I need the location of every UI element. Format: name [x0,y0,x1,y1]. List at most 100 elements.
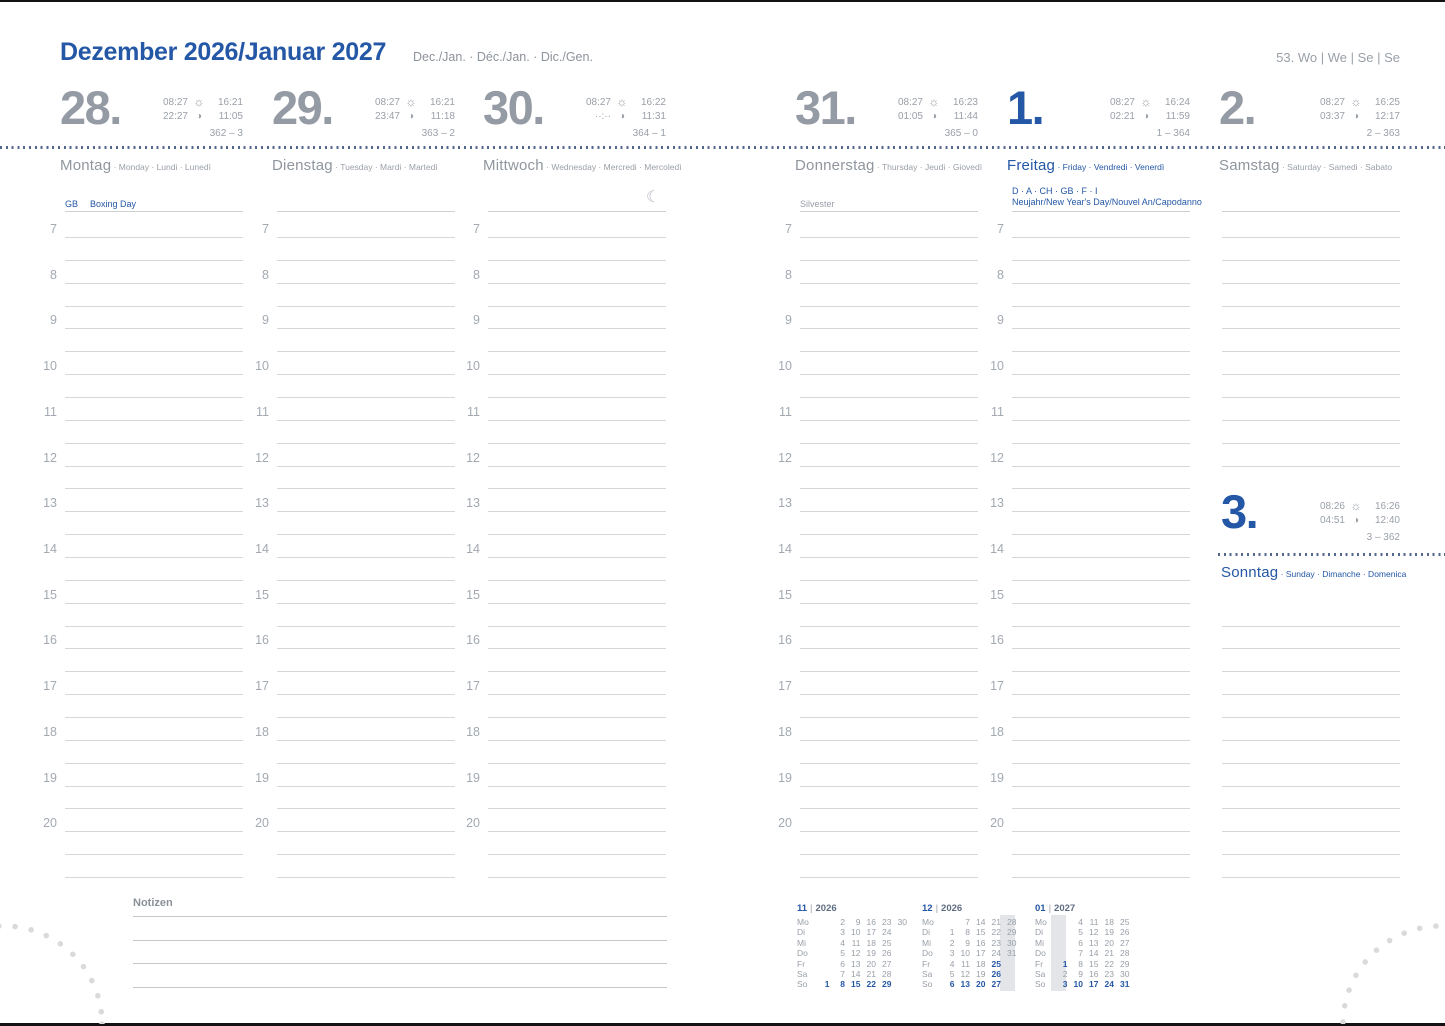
holiday-line [277,211,455,212]
schedule-line [1012,602,1190,604]
moon-phase-icon: ◑ [1352,110,1360,122]
mini-calendar-header: 11 | 2026 [797,903,837,914]
calendar-cell: 4 [1078,917,1083,927]
calendar-cell [939,917,955,927]
day-name: Mittwoch · Wednesday · Mercredi · Mercol… [483,157,682,175]
hour-label: 12 [255,450,269,465]
hour-label: 13 [990,496,1004,511]
calendar-row: Fr 4 11 18 25 [922,959,1017,969]
calendar-cell: 29 [882,979,892,990]
schedule-line [65,282,243,284]
calendar-row: Sa 2 9 16 23 30 [1035,969,1130,979]
calendar-row: Di 1 8 15 22 29 [922,927,1017,937]
schedule-line [488,717,666,718]
schedule-line [800,625,978,627]
schedule-line [277,419,455,421]
sun-moon-times: 08:27 ☼ 16:25 03:37 ◑ 12:17 2 – 363 [1292,95,1400,139]
notes-line [133,986,667,988]
schedule-line [277,282,455,284]
hour-label: 16 [255,633,269,648]
sunrise-time: 08:27 [374,97,400,108]
mini-calendar-month: 01 [1035,903,1046,914]
schedule-line [277,557,455,558]
calendar-cell: 5 [949,969,955,979]
schedule-line [488,397,666,398]
schedule-line [277,854,455,856]
hour-label: 10 [778,359,792,374]
hour-label: 10 [43,359,57,374]
moonset-time: 11:05 [218,110,243,122]
schedule-line [488,831,666,833]
schedule-line [277,397,455,398]
schedule-line [800,831,978,833]
day-of-year-count: 364 – 1 [632,128,666,139]
schedule-line [1012,625,1190,627]
schedule-line [1012,808,1190,810]
sunset-time: 16:22 [640,97,666,108]
calendar-cell: 19 [1104,927,1114,938]
schedule-line [1012,694,1190,696]
moonrise-time: 22:27 [162,110,188,122]
moon-phase-icon: ◑ [618,110,626,122]
schedule-line [65,259,243,261]
schedule-line [1012,717,1190,718]
sun-moon-times: 08:27 ☼ 16:21 22:27 ◑ 11:05 362 – 3 [135,95,243,139]
sun-icon: ☼ [193,95,205,109]
calendar-cell [1001,979,1017,989]
hour-label: 19 [43,770,57,785]
calendar-cell: 4 [840,937,845,948]
sun-moon-times: 08:27 ☼ 16:21 23:47 ◑ 11:18 363 – 2 [347,95,455,139]
calendar-cell: 16 [866,917,876,927]
calendar-cell: 30 [1007,937,1017,948]
calendar-cell: 15 [976,927,986,938]
calendar-cell [814,917,830,927]
calendar-row: Do 7 14 21 28 [1035,948,1130,958]
calendar-cell: 16 [976,937,986,948]
calendar-row: Sa 5 12 19 26 [922,969,1017,979]
day-name-main: Sonntag [1221,564,1279,581]
schedule-line [277,762,455,764]
calendar-cell: 24 [991,948,1001,959]
calendar-cell: 12 [960,969,970,979]
hour-label: 17 [990,679,1004,694]
schedule-line [1012,259,1190,261]
hour-label: 19 [255,770,269,785]
sun-moon-times: 08:27 ☼ 16:22 ··:·· ◑ 11:31 364 – 1 [558,95,666,139]
weekday-label: Mi [1035,937,1044,948]
weekday-label: So [797,979,808,990]
calendar-cell: 22 [1104,958,1114,969]
hour-label: 17 [255,679,269,694]
schedule-line [800,397,978,398]
calendar-cell: 5 [840,948,845,959]
hour-label: 18 [990,724,1004,739]
calendar-cell: 28 [1120,948,1130,959]
calendar-cell: 4 [949,958,955,969]
sunrise-time: 08:27 [1319,97,1345,108]
calendar-cell: 21 [866,969,876,979]
page-top-edge [0,0,1445,2]
hour-label: 16 [778,633,792,648]
schedule-line [65,534,243,536]
schedule-line [277,465,455,467]
mini-calendar-separator: | [935,903,939,914]
schedule-line [1222,442,1400,444]
calendar-cell: 28 [1007,917,1017,927]
holiday-label: Silvester [800,199,978,210]
sunset-time: 16:25 [1374,97,1400,108]
schedule-line [65,717,243,718]
hour-label: 19 [466,770,480,785]
day-of-year-count: 365 – 0 [944,128,978,139]
sun-icon: ☼ [928,95,940,109]
calendar-cell [1052,917,1068,927]
corner-dots-right [1340,923,1445,1024]
schedule-line [488,237,666,238]
day-name-translations: · Tuesday · Mardi · Martedì [332,162,438,172]
notes-line [133,963,667,965]
weekday-label: Do [797,948,808,959]
weekday-label: Di [1035,927,1044,938]
calendar-cell: 31 [1120,979,1130,990]
corner-dots-left [0,923,105,1024]
schedule-line [800,854,978,856]
schedule-line [1222,831,1400,833]
schedule-line [1012,237,1190,238]
